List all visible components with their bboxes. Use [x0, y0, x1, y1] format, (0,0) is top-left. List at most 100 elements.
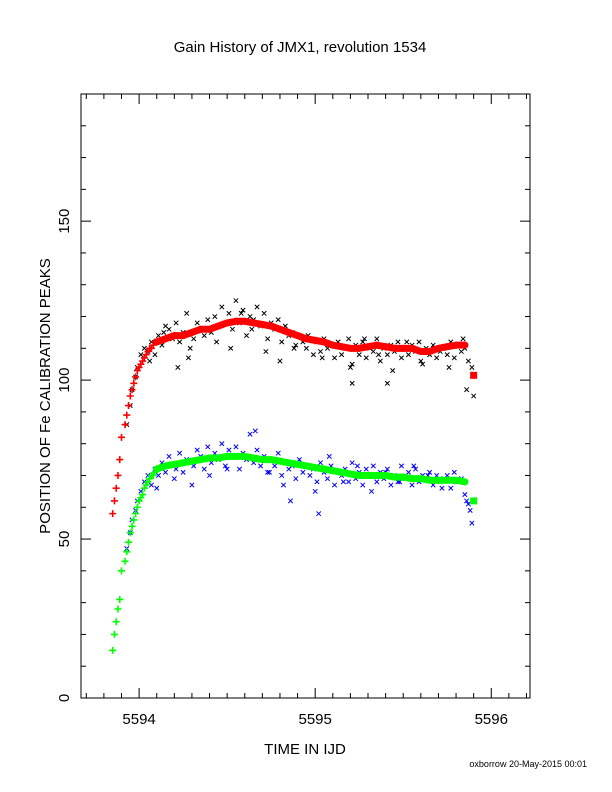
- chart-title: Gain History of JMX1, revolution 1534: [174, 39, 427, 56]
- series-1: [109, 338, 161, 518]
- data-point: [191, 336, 197, 342]
- data-point: [361, 336, 368, 342]
- data-point: [139, 491, 147, 499]
- data-point: [109, 510, 117, 518]
- data-point: [267, 456, 275, 464]
- data-point: [452, 341, 460, 349]
- data-point: [320, 465, 328, 473]
- data-point: [346, 336, 352, 342]
- series-5: [109, 465, 161, 654]
- data-point: [187, 345, 193, 351]
- data-point: [250, 319, 258, 327]
- data-point: [201, 333, 207, 339]
- data-point: [219, 304, 225, 310]
- data-point: [409, 482, 415, 488]
- data-point: [470, 497, 478, 505]
- data-point: [448, 485, 454, 491]
- data-point: [177, 450, 183, 456]
- data-point: [280, 482, 287, 488]
- data-point: [370, 348, 376, 355]
- data-point: [197, 456, 205, 464]
- data-point: [238, 310, 244, 316]
- data-point: [405, 352, 412, 358]
- data-point: [287, 498, 294, 504]
- data-point: [133, 503, 141, 511]
- data-point: [452, 476, 460, 484]
- data-point: [265, 336, 271, 342]
- data-point: [443, 476, 451, 484]
- data-point: [201, 466, 207, 472]
- data-point: [114, 605, 122, 613]
- y-tick-label: 0: [56, 694, 73, 702]
- data-point: [356, 352, 362, 358]
- data-point: [110, 630, 118, 638]
- data-point: [368, 488, 375, 494]
- data-point: [326, 453, 332, 459]
- data-point: [354, 463, 360, 469]
- data-point: [161, 329, 167, 335]
- data-point: [374, 336, 380, 342]
- data-point: [132, 510, 140, 518]
- data-point: [126, 529, 134, 537]
- data-point: [194, 447, 200, 453]
- data-point: [197, 325, 205, 333]
- data-point: [254, 304, 260, 310]
- data-point: [314, 479, 320, 485]
- data-point: [265, 469, 271, 475]
- data-point: [254, 447, 260, 453]
- data-point: [261, 310, 267, 316]
- data-point: [294, 332, 302, 340]
- data-point: [112, 618, 120, 626]
- data-point: [214, 454, 222, 462]
- data-point: [125, 538, 133, 546]
- data-point: [276, 457, 284, 465]
- data-point: [116, 595, 124, 603]
- data-point: [451, 469, 457, 475]
- data-point: [317, 348, 324, 355]
- data-point: [223, 319, 231, 327]
- data-point: [329, 467, 337, 475]
- data-point: [398, 355, 405, 361]
- data-point: [311, 464, 319, 472]
- data-point: [222, 463, 228, 469]
- data-point: [266, 469, 272, 475]
- data-point: [465, 358, 471, 364]
- data-point: [411, 463, 417, 469]
- data-point: [382, 343, 390, 351]
- data-point: [233, 444, 239, 450]
- data-point: [132, 373, 140, 381]
- data-point: [205, 444, 211, 450]
- data-point: [399, 473, 407, 481]
- data-point: [355, 344, 363, 352]
- data-point: [175, 364, 181, 370]
- data-point: [418, 358, 424, 364]
- data-point: [349, 361, 355, 367]
- data-point: [188, 328, 196, 336]
- data-point: [384, 380, 390, 386]
- data-point: [249, 326, 255, 332]
- data-point: [310, 352, 316, 358]
- data-point: [346, 470, 354, 478]
- data-point: [349, 380, 355, 386]
- data-point: [224, 466, 230, 472]
- data-point: [390, 344, 398, 352]
- data-point: [155, 333, 162, 339]
- data-point: [138, 352, 144, 358]
- data-marks: [109, 298, 478, 654]
- axis-ticks: [81, 93, 530, 699]
- data-point: [121, 557, 129, 565]
- series-6: [153, 452, 469, 486]
- data-point: [469, 520, 475, 526]
- axis-tick-labels: 5594 5595 5596 0 50 100 150: [56, 209, 508, 728]
- data-point: [206, 454, 214, 462]
- data-point: [258, 320, 266, 328]
- data-point: [408, 344, 416, 352]
- data-point: [390, 368, 396, 374]
- data-point: [116, 456, 124, 464]
- data-point: [223, 452, 231, 460]
- data-point: [364, 471, 372, 479]
- data-point: [114, 471, 122, 479]
- data-point: [226, 310, 232, 316]
- data-point: [148, 482, 154, 488]
- data-point: [166, 453, 172, 459]
